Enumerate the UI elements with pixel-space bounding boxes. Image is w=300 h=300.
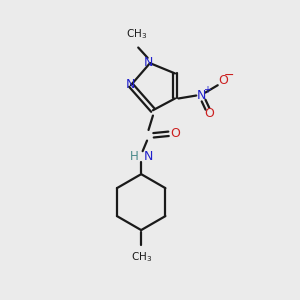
Text: O: O	[218, 74, 228, 87]
Text: N: N	[126, 78, 135, 91]
Text: H: H	[130, 150, 138, 163]
Text: N: N	[197, 89, 206, 102]
Text: CH$_3$: CH$_3$	[126, 27, 147, 41]
Text: N: N	[144, 150, 154, 163]
Text: N: N	[144, 56, 153, 69]
Text: CH$_3$: CH$_3$	[130, 251, 152, 265]
Text: O: O	[170, 127, 180, 140]
Text: −: −	[224, 69, 235, 82]
Text: O: O	[204, 107, 214, 120]
Text: +: +	[203, 85, 211, 95]
